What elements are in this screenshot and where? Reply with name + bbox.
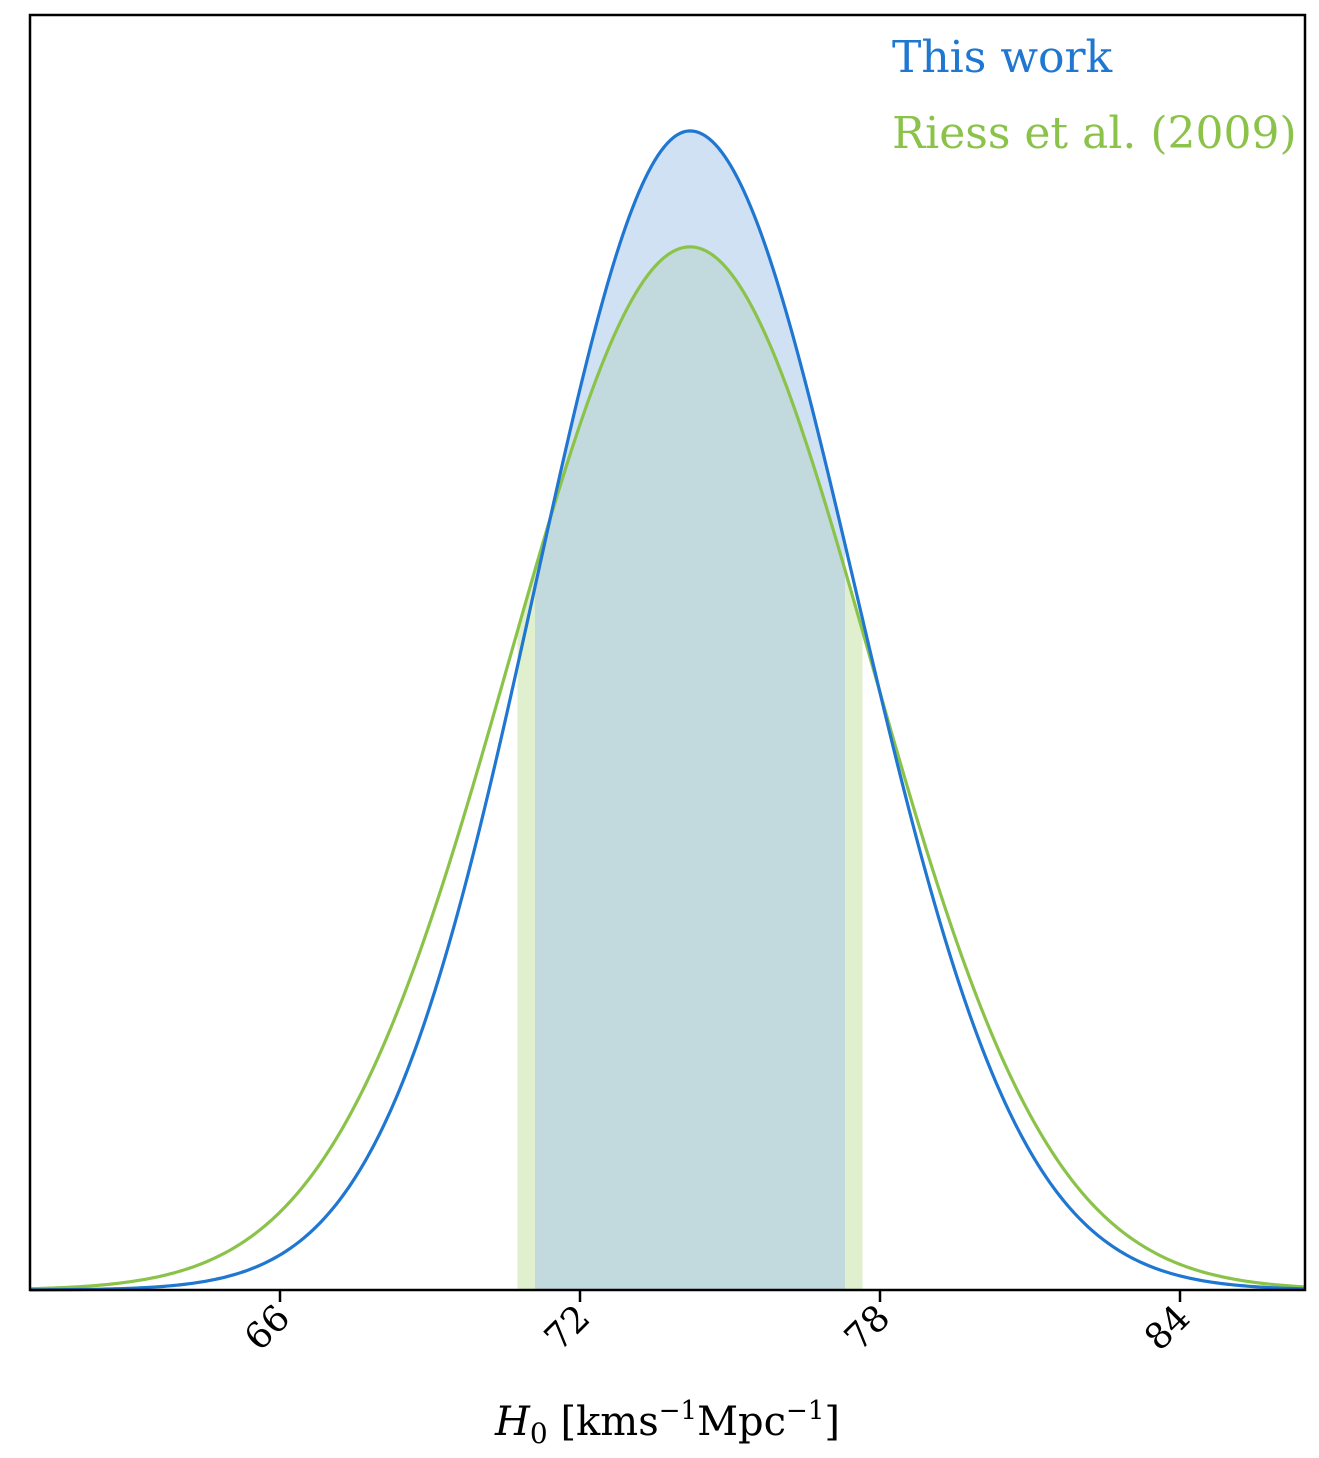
x-tick-label: 84 [1137, 1297, 1198, 1358]
x-tick-label: 78 [837, 1297, 898, 1358]
density-lines [29, 129, 1306, 1292]
x-tick-label: 72 [537, 1297, 598, 1358]
x-axis-symbol: H [494, 1399, 531, 1445]
x-axis-unit-open: [kms [548, 1399, 659, 1445]
series-line-2 [29, 245, 1306, 1291]
legend-entry-1: This work [892, 32, 1113, 83]
legend-entry-2: Riess et al. (2009) [892, 108, 1297, 159]
series-line-1 [29, 129, 1306, 1292]
legend: This work Riess et al. (2009) [892, 32, 1297, 159]
interval-fill-series-1 [535, 130, 845, 1290]
x-axis-unit-exp1: −1 [659, 1396, 697, 1426]
x-tick-label: 66 [237, 1297, 298, 1358]
x-axis-unit-mid: Mpc [697, 1399, 786, 1445]
x-axis-label: H0 [kms−1Mpc−1] [494, 1396, 840, 1450]
interval-fills [517, 130, 863, 1290]
x-axis-unit-exp2: −1 [786, 1396, 824, 1426]
x-ticks: 66 72 78 84 [237, 1290, 1198, 1359]
x-axis-unit-close: ] [824, 1399, 840, 1445]
x-axis-subscript: 0 [530, 1417, 548, 1450]
plot-frame [28, 13, 1307, 1292]
